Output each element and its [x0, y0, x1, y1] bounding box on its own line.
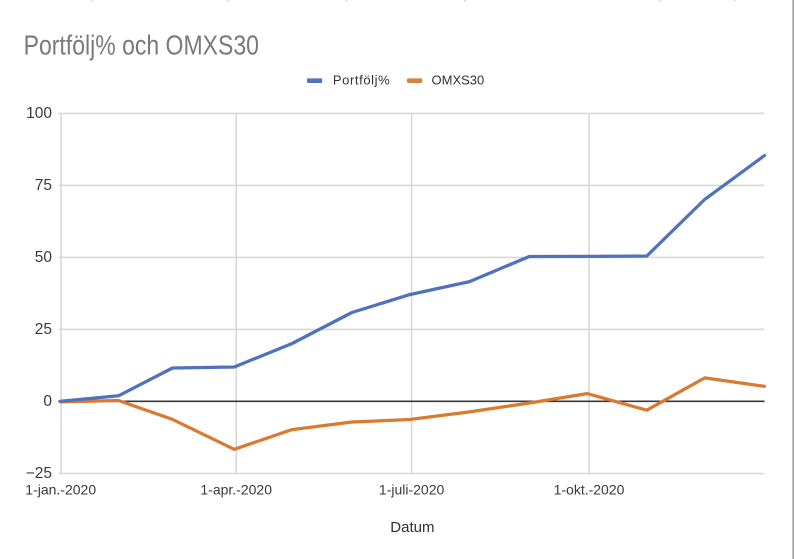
- svg-text:Portfölj% och OMXS30: Portfölj% och OMXS30: [24, 31, 259, 61]
- svg-text:0: 0: [43, 393, 52, 410]
- svg-text:75: 75: [35, 177, 52, 194]
- svg-text:Datum: Datum: [390, 519, 434, 536]
- svg-text:50: 50: [35, 249, 53, 266]
- svg-text:25: 25: [35, 321, 52, 338]
- svg-text:1-juli-2020: 1-juli-2020: [379, 481, 445, 497]
- svg-text:1-jan.-2020: 1-jan.-2020: [25, 481, 96, 497]
- svg-text:−25: −25: [26, 465, 52, 482]
- svg-text:OMXS30: OMXS30: [432, 73, 485, 88]
- svg-text:1-apr.-2020: 1-apr.-2020: [200, 481, 272, 497]
- svg-text:1-okt.-2020: 1-okt.-2020: [554, 481, 625, 497]
- svg-text:Portfölj%: Portfölj%: [333, 73, 390, 88]
- svg-text:100: 100: [26, 105, 52, 122]
